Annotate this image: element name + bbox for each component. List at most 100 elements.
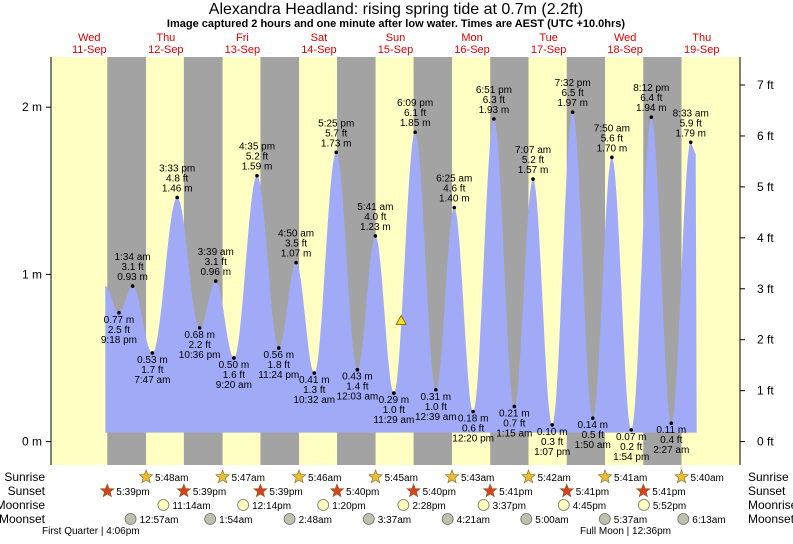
tide-label: 7:50 am [594,123,630,134]
y2-tick-label: 7 ft [757,78,774,92]
tide-label: 1.59 m [242,162,273,173]
moonset-time: 5:00am [535,515,568,526]
tide-point [213,279,218,283]
row-label-left: Sunset [8,484,46,498]
tide-label: 1.97 m [557,98,588,109]
row-label-right: Moonset [748,512,793,526]
weekday-label: Tue [539,32,558,44]
tide-label: 3:39 am [198,247,234,258]
sunrise-time: 5:43am [461,473,494,484]
y2-tick-label: 6 ft [757,129,774,143]
tide-label: 8:33 am [673,108,709,119]
tide-label: 1.94 m [636,103,667,114]
tide-label: 0.07 m [616,432,647,443]
moonrise-icon [157,499,170,511]
tide-point [150,351,155,355]
moonset-icon [283,513,296,525]
moonset-time: 6:13am [692,515,725,526]
row-label-left: Sunrise [4,470,45,484]
tide-label: 1.3 ft [303,385,325,396]
date-label: 17-Sep [531,44,566,56]
tide-label: 3.1 ft [121,262,143,273]
tide-label: 12:39 am [415,412,457,423]
tide-label: 6:09 pm [397,98,433,109]
tide-point [117,311,121,315]
sunset-icon [406,483,422,498]
tide-label: 1.0 ft [425,402,447,413]
tide-label: 1.79 m [675,128,706,139]
sunrise-time: 5:45am [385,473,418,484]
sunrise-icon [138,469,154,484]
sunrise-icon [521,469,537,484]
sunset-time: 5:41pm [499,487,532,498]
tide-label: 3:33 pm [159,163,195,174]
sunset-icon [329,483,345,498]
moonset-icon [520,513,533,525]
tide-label: 1.73 m [321,138,352,149]
moonrise-icon [397,499,410,511]
tide-label: 10:32 am [293,395,335,406]
y-tick-label: 0 m [22,435,42,449]
tide-label: 1.57 m [518,165,549,176]
row-label-left: Moonrise [0,498,45,512]
weekday-label: Wed [614,32,636,44]
tide-point [471,409,475,414]
chart-subtitle: Image captured 2 hours and one minute af… [167,18,625,30]
tide-label: 0.5 ft [582,430,604,441]
sunrise-time: 5:40am [691,473,724,484]
tide-label: 11:24 pm [258,370,299,381]
y2-tick-label: 2 ft [757,333,774,347]
tide-label: 0.93 m [117,272,148,283]
tide-label: 0.41 m [299,375,330,386]
tide-label: 0.56 m [263,350,294,361]
tide-label: 1.93 m [479,105,510,116]
tide-label: 4.0 ft [364,212,386,223]
y2-tick-label: 0 ft [757,435,774,449]
current-tide-marker [395,314,407,325]
sunset-time: 5:41pm [652,487,685,498]
tide-label: 9:20 am [216,380,252,391]
row-label-right: Sunrise [748,470,789,484]
tide-label: 1:54 pm [613,452,649,463]
tide-label: 6.4 ft [640,93,662,104]
moonset-time: 2:48am [299,515,332,526]
tide-label: 1.40 m [439,193,470,204]
y-tick-label: 1 m [22,267,42,281]
tide-point [434,387,438,392]
sunset-icon [482,483,498,498]
tide-point [294,260,298,265]
tide-point [492,117,496,121]
tide-label: 2:27 am [653,445,689,456]
date-label: 15-Sep [378,44,413,56]
tide-label: 0.2 ft [620,442,642,453]
sunset-icon [559,483,575,498]
tide-point [452,205,457,210]
tide-label: 5:41 am [357,202,393,213]
tide-point [232,356,236,360]
tide-label: 4:50 am [278,229,314,240]
date-label: 18-Sep [607,44,642,56]
tide-label: 4.6 ft [443,183,465,194]
weekday-label: Fri [236,32,249,44]
y2-tick-label: 4 ft [757,231,774,245]
tide-point [610,155,614,160]
y2-tick-label: 3 ft [757,282,774,296]
tide-label: 0.43 m [342,372,373,383]
tide-label: 12:20 pm [452,433,494,444]
moonset-time: 12:57am [140,515,179,526]
tide-label: 1.85 m [400,118,431,129]
tide-label: 11:29 am [373,415,414,426]
row-label-right: Moonrise [748,498,793,512]
moonrise-icon [237,499,250,511]
date-label: 12-Sep [148,44,183,56]
tide-label: 2.2 ft [189,340,211,351]
chart-title: Alexandra Headland: rising spring tide a… [209,1,583,18]
tide-point [334,150,339,155]
date-label: 11-Sep [72,44,107,56]
tide-label: 5.7 ft [325,128,347,139]
sunrise-time: 5:47am [232,473,265,484]
sunrise-icon [215,469,231,484]
moonset-icon [204,513,217,525]
tide-label: 1.7 ft [141,365,163,376]
tide-label: 0.7 ft [503,418,525,429]
